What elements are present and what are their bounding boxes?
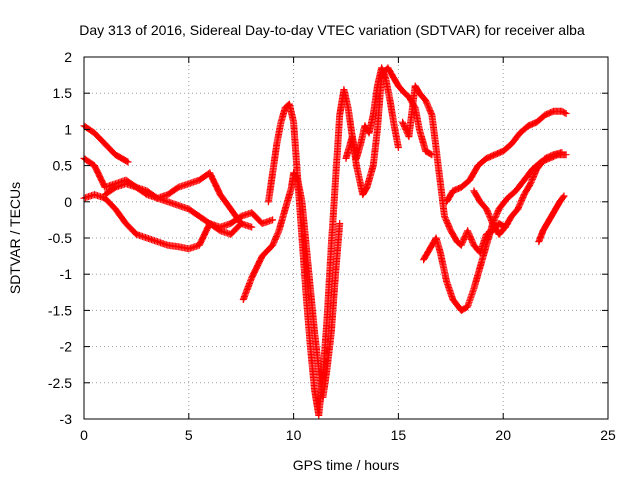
data-marks bbox=[101, 180, 277, 231]
series-arc-8 bbox=[399, 82, 509, 256]
x-tick-label: 5 bbox=[185, 427, 193, 443]
data-marks bbox=[342, 64, 436, 199]
series-arc-11 bbox=[470, 149, 566, 238]
y-tick-label: 1.5 bbox=[53, 85, 73, 101]
data-layer bbox=[80, 64, 570, 419]
series-arc-12 bbox=[535, 192, 568, 246]
data-marks bbox=[443, 107, 570, 206]
grid-layer bbox=[84, 57, 608, 419]
series-arc-7 bbox=[342, 64, 436, 199]
x-tick-label: 0 bbox=[80, 427, 88, 443]
y-tick-label: -1 bbox=[60, 266, 73, 282]
y-tick-label: -3 bbox=[60, 411, 73, 427]
data-marks bbox=[399, 82, 509, 256]
data-marks bbox=[535, 192, 568, 246]
x-tick-label: 20 bbox=[495, 427, 511, 443]
x-axis-title: GPS time / hours bbox=[293, 457, 400, 473]
x-tick-label: 25 bbox=[600, 427, 616, 443]
x-tick-label: 15 bbox=[391, 427, 407, 443]
y-tick-label: 0.5 bbox=[53, 158, 73, 174]
ticks-layer bbox=[83, 56, 609, 420]
x-tick-label: 10 bbox=[286, 427, 302, 443]
series-arc-6 bbox=[264, 64, 402, 419]
tick-labels: 0 5 10 15 20 25 -3 -2.5 -2 -1.5 -1 -0.5 0 0.5 1 1.5 2 bbox=[48, 49, 616, 443]
data-marks bbox=[470, 149, 566, 238]
y-tick-label: -0.5 bbox=[48, 230, 72, 246]
y-tick-label: 0 bbox=[64, 194, 72, 210]
data-marks bbox=[264, 64, 402, 419]
y-tick-label: -1.5 bbox=[48, 302, 72, 318]
y-tick-label: -2 bbox=[60, 339, 73, 355]
y-tick-label: 1 bbox=[64, 121, 72, 137]
y-tick-label: 2 bbox=[64, 49, 72, 65]
chart-title: Day 313 of 2016, Sidereal Day-to-day VTE… bbox=[79, 22, 585, 38]
series-arc-4 bbox=[101, 180, 277, 231]
series-arc-10 bbox=[443, 107, 570, 206]
plot-frame bbox=[83, 56, 609, 420]
y-tick-label: -2.5 bbox=[48, 375, 72, 391]
y-axis-title: SDTVAR / TECUs bbox=[7, 182, 23, 294]
